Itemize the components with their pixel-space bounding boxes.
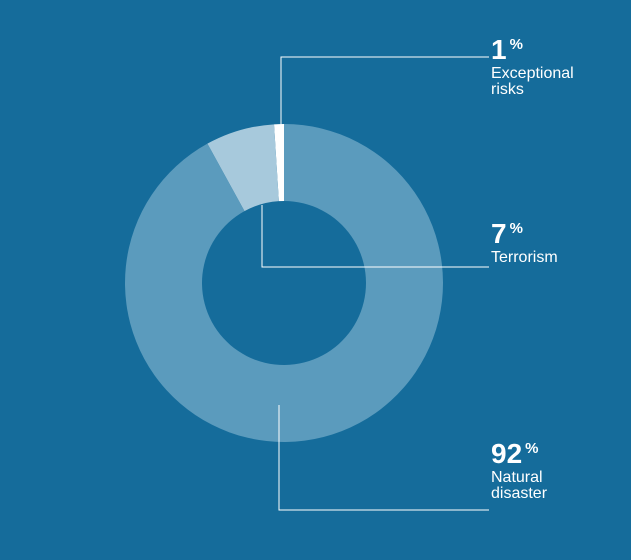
label-exceptional-risks: 1 % Exceptional risks [491,36,574,98]
name-line-2-exceptional-risks: risks [491,81,524,98]
name-line-2-natural-disaster: disaster [491,485,548,502]
leader-line-natural-disaster [278,405,489,511]
leader-line-terrorism [261,205,489,268]
leader-line-exceptional-risks [280,56,489,127]
value-terrorism: 7 [491,218,507,249]
value-exceptional-risks: 1 [491,34,507,65]
label-natural-disaster: 92 % Natural disaster [491,440,547,502]
unit-natural-disaster: % [525,440,539,457]
slice-terrorism [207,124,279,212]
value-natural-disaster: 92 [491,438,523,469]
unit-exceptional-risks: % [509,36,523,53]
unit-terrorism: % [509,220,523,237]
name-line-1-natural-disaster: Natural [491,469,543,486]
name-line-1-exceptional-risks: Exceptional [491,65,574,82]
slice-exceptional-risks [274,124,284,202]
slice-natural-disaster [124,124,444,442]
label-terrorism: 7 % Terrorism [491,220,558,266]
name-line-1-terrorism: Terrorism [491,249,558,266]
